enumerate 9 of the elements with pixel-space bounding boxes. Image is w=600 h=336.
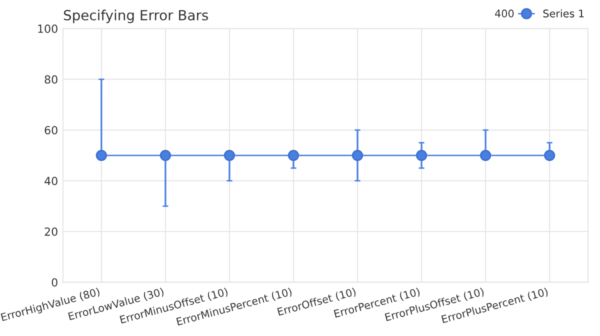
legend-label: Series 1 bbox=[543, 9, 584, 18]
y-tick-label: 100 bbox=[38, 24, 58, 33]
y-tick-label: 60 bbox=[44, 126, 58, 134]
y-tick-label: 0 bbox=[52, 278, 58, 287]
y-tick-label: 40 bbox=[44, 176, 58, 186]
y-tick-label: 20 bbox=[44, 227, 58, 236]
chart-title: Specifying Error Bars bbox=[64, 10, 208, 24]
legend-title: 400 bbox=[495, 10, 514, 18]
y-tick-label: 80 bbox=[44, 75, 58, 84]
